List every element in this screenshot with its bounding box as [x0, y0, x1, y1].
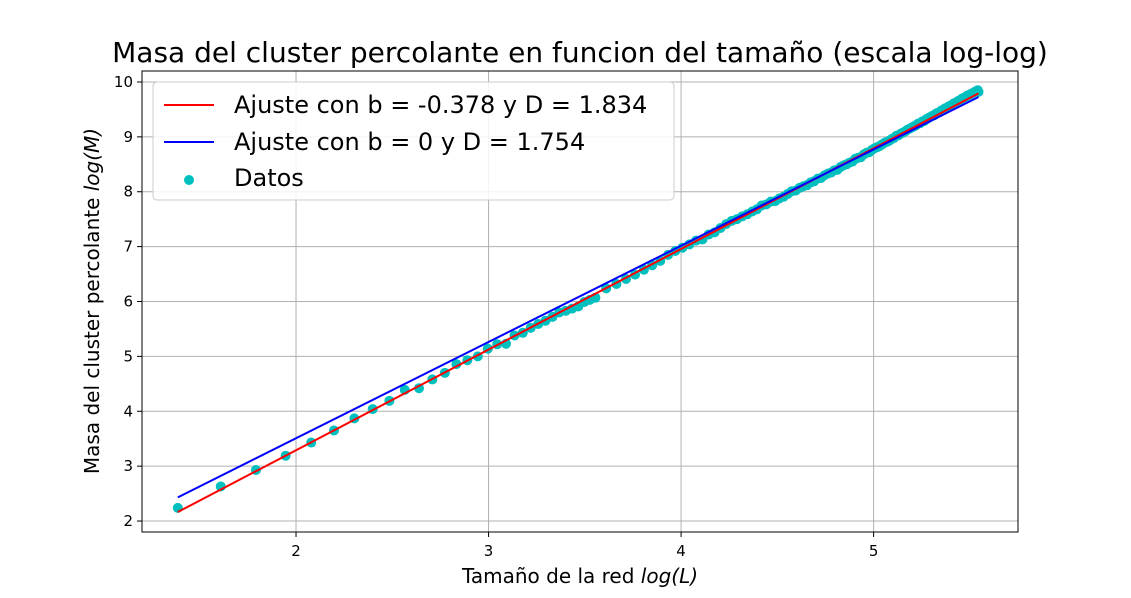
legend-label-blue-fit: Ajuste con b = 0 y D = 1.754 [234, 128, 585, 156]
x-tick-label: 2 [291, 542, 301, 560]
x-tick-label: 5 [869, 542, 879, 560]
fit-line-blue [177, 96, 979, 499]
y-tick-label: 7 [123, 238, 133, 256]
x-tick-label: 3 [484, 542, 494, 560]
y-tick-label: 4 [123, 402, 133, 420]
y-tick-label: 3 [123, 457, 133, 475]
legend-swatch-data [184, 175, 194, 185]
legend-label-data: Datos [234, 164, 304, 192]
y-tick-label: 9 [123, 128, 133, 146]
x-tick-label: 4 [676, 542, 686, 560]
y-axis-ticks: 2 3 4 5 6 7 8 9 10 [114, 73, 142, 530]
legend: Ajuste con b = -0.378 y D = 1.834 Ajuste… [152, 81, 675, 201]
chart-title: Masa del cluster percolante en funcion d… [112, 36, 1048, 69]
y-tick-label: 2 [123, 512, 133, 530]
y-tick-label: 5 [123, 347, 133, 365]
y-tick-label: 10 [114, 73, 133, 91]
legend-box [152, 81, 675, 201]
x-axis-label: Tamaño de la red log(L) [461, 564, 698, 588]
y-axis-label: Masa del cluster percolante log(M) [80, 128, 104, 474]
plot-area: 2 3 4 5 2 3 4 5 6 7 8 9 10 [114, 70, 1019, 560]
series-layer [172, 85, 984, 513]
x-axis-ticks: 2 3 4 5 [291, 532, 878, 560]
y-tick-label: 6 [123, 293, 133, 311]
y-tick-label: 8 [123, 183, 133, 201]
legend-label-red-fit: Ajuste con b = -0.378 y D = 1.834 [234, 91, 647, 119]
